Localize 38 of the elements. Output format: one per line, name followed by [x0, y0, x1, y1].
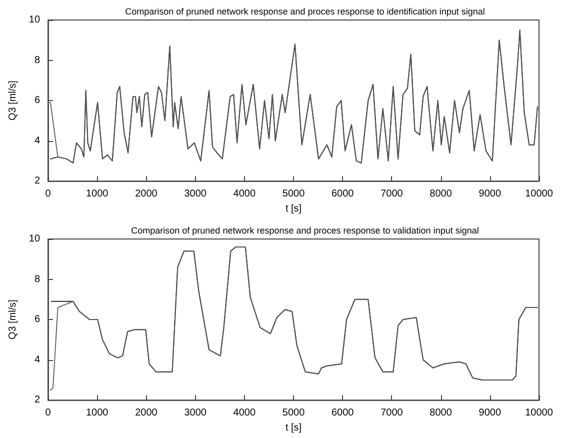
x-tick-label: 8000 [430, 408, 452, 419]
chart-title: Comparison of pruned network response and proces response to identification input signal [125, 6, 485, 16]
x-tick-label: 10000 [525, 408, 554, 419]
y-tick-label: 2 [34, 176, 40, 187]
x-tick-label: 7000 [380, 188, 404, 200]
y-tick-label: 10 [28, 234, 40, 244]
x-tick-label: 4000 [233, 188, 256, 200]
y-tick-label: 6 [34, 314, 40, 326]
x-tick-label: 7000 [380, 408, 404, 419]
y-tick-label: 4 [34, 354, 40, 366]
x-tick-label: 3000 [184, 408, 207, 419]
x-tick-label: 3000 [184, 188, 207, 200]
y-tick-label: 6 [34, 95, 40, 106]
x-tick-label: 6000 [331, 408, 354, 419]
y-tick-label: 8 [34, 54, 40, 66]
x-tick-label: 2000 [135, 188, 158, 200]
x-tick-label: 1000 [86, 408, 109, 419]
y-tick-label: 10 [28, 14, 40, 26]
y-tick-label: 4 [34, 135, 40, 146]
y-axis-title: Q3 [ml/s] [8, 299, 18, 340]
x-axis-title: t [s] [285, 422, 302, 434]
y-tick-label: 2 [34, 394, 40, 406]
chart-title: Comparison of pruned network response and proces response to validation input signal [131, 226, 479, 236]
x-tick-label: 10000 [525, 188, 554, 200]
x-tick-label: 5000 [282, 188, 306, 200]
x-axis-title: t [s] [285, 204, 302, 214]
x-tick-label: 4000 [233, 408, 256, 419]
x-tick-label: 5000 [282, 408, 306, 419]
x-tick-label: 0 [45, 188, 52, 200]
x-tick-label: 6000 [331, 188, 354, 200]
x-tick-label: 9000 [478, 188, 502, 200]
x-tick-label: 9000 [478, 408, 502, 419]
x-tick-label: 2000 [135, 408, 158, 419]
y-axis-title: Q3 [ml/s] [8, 80, 18, 121]
x-tick-label: 1000 [86, 188, 109, 200]
y-tick-label: 8 [34, 274, 40, 285]
x-tick-label: 8000 [430, 188, 452, 200]
x-tick-label: 0 [45, 408, 52, 419]
